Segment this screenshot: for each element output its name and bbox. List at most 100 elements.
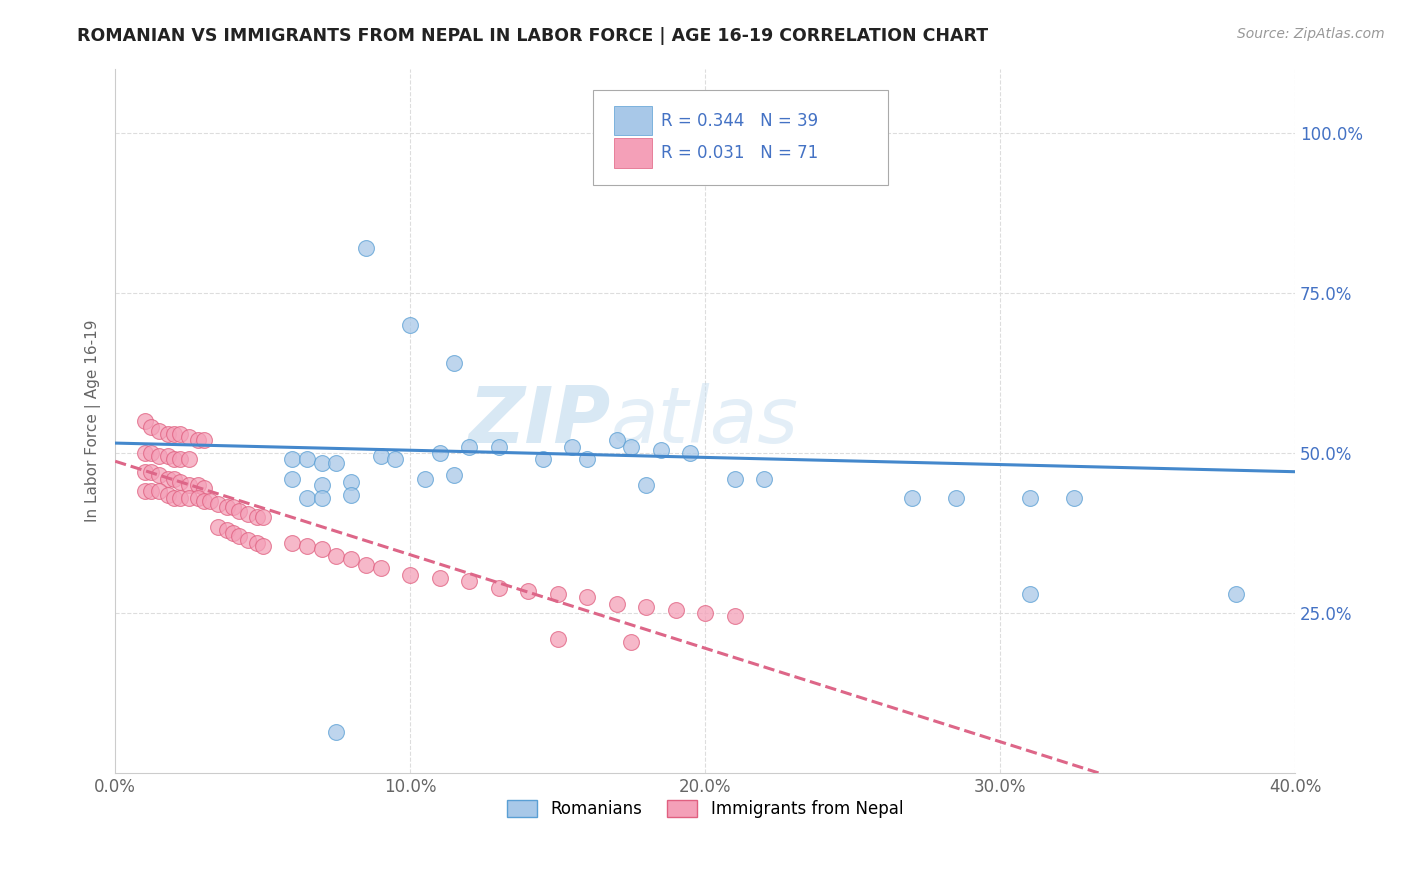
Y-axis label: In Labor Force | Age 16-19: In Labor Force | Age 16-19 [86, 319, 101, 522]
Point [157, 426, 180, 441]
Point [561, 440, 583, 454]
Point [620, 635, 643, 649]
Point [1018, 491, 1040, 505]
Point [139, 484, 162, 499]
Point [228, 504, 250, 518]
Point [134, 414, 156, 428]
Point [547, 632, 569, 646]
Point [665, 603, 688, 617]
Point [636, 478, 658, 492]
Point [193, 481, 215, 495]
Text: R = 0.344   N = 39: R = 0.344 N = 39 [661, 112, 818, 129]
Legend: Romanians, Immigrants from Nepal: Romanians, Immigrants from Nepal [501, 794, 910, 825]
Point [311, 456, 333, 470]
Point [236, 533, 259, 547]
Point [148, 484, 170, 499]
Point [340, 475, 363, 489]
Point [458, 440, 481, 454]
Point [177, 430, 200, 444]
Text: ROMANIAN VS IMMIGRANTS FROM NEPAL IN LABOR FORCE | AGE 16-19 CORRELATION CHART: ROMANIAN VS IMMIGRANTS FROM NEPAL IN LAB… [77, 27, 988, 45]
Point [187, 478, 209, 492]
Point [340, 488, 363, 502]
Point [139, 420, 162, 434]
Point [134, 484, 156, 499]
Point [177, 452, 200, 467]
Point [752, 472, 775, 486]
Point [443, 356, 465, 370]
Point [547, 587, 569, 601]
Point [354, 558, 377, 573]
Point [384, 452, 406, 467]
Point [429, 446, 451, 460]
Point [311, 491, 333, 505]
Point [134, 446, 156, 460]
Point [797, 126, 820, 140]
Point [679, 446, 702, 460]
Point [311, 478, 333, 492]
Point [228, 529, 250, 543]
Point [217, 500, 239, 515]
Point [252, 539, 274, 553]
Point [650, 442, 672, 457]
Point [187, 433, 209, 447]
Point [177, 491, 200, 505]
Point [576, 452, 599, 467]
Point [187, 491, 209, 505]
Point [620, 440, 643, 454]
Point [281, 452, 304, 467]
Point [1063, 491, 1085, 505]
Point [148, 424, 170, 438]
Point [148, 449, 170, 463]
Point [139, 465, 162, 479]
Point [311, 542, 333, 557]
Point [517, 583, 540, 598]
Point [295, 452, 318, 467]
Point [945, 491, 967, 505]
Point [488, 581, 510, 595]
Point [606, 597, 628, 611]
Point [157, 472, 180, 486]
Point [576, 591, 599, 605]
Point [723, 472, 745, 486]
Point [217, 523, 239, 537]
Point [157, 449, 180, 463]
Point [193, 433, 215, 447]
Point [198, 494, 221, 508]
Point [148, 468, 170, 483]
Point [636, 599, 658, 614]
Point [443, 468, 465, 483]
Point [163, 452, 186, 467]
Point [370, 449, 392, 463]
Point [488, 440, 510, 454]
Point [606, 433, 628, 447]
Point [157, 488, 180, 502]
Point [193, 494, 215, 508]
Point [295, 491, 318, 505]
Point [177, 478, 200, 492]
Point [281, 472, 304, 486]
Text: R = 0.031   N = 71: R = 0.031 N = 71 [661, 145, 818, 162]
Point [246, 510, 269, 524]
Point [236, 507, 259, 521]
Point [693, 606, 716, 620]
Point [134, 465, 156, 479]
Point [169, 426, 191, 441]
FancyBboxPatch shape [614, 138, 652, 168]
Point [222, 526, 245, 541]
Point [222, 500, 245, 515]
Point [163, 491, 186, 505]
FancyBboxPatch shape [593, 90, 889, 185]
Point [458, 574, 481, 589]
Point [1018, 587, 1040, 601]
Point [325, 456, 347, 470]
Point [169, 475, 191, 489]
Point [139, 446, 162, 460]
Point [354, 241, 377, 255]
Text: ZIP: ZIP [468, 383, 610, 459]
Point [709, 126, 731, 140]
Point [429, 571, 451, 585]
Point [252, 510, 274, 524]
Point [370, 561, 392, 575]
Point [207, 519, 229, 533]
Point [325, 724, 347, 739]
